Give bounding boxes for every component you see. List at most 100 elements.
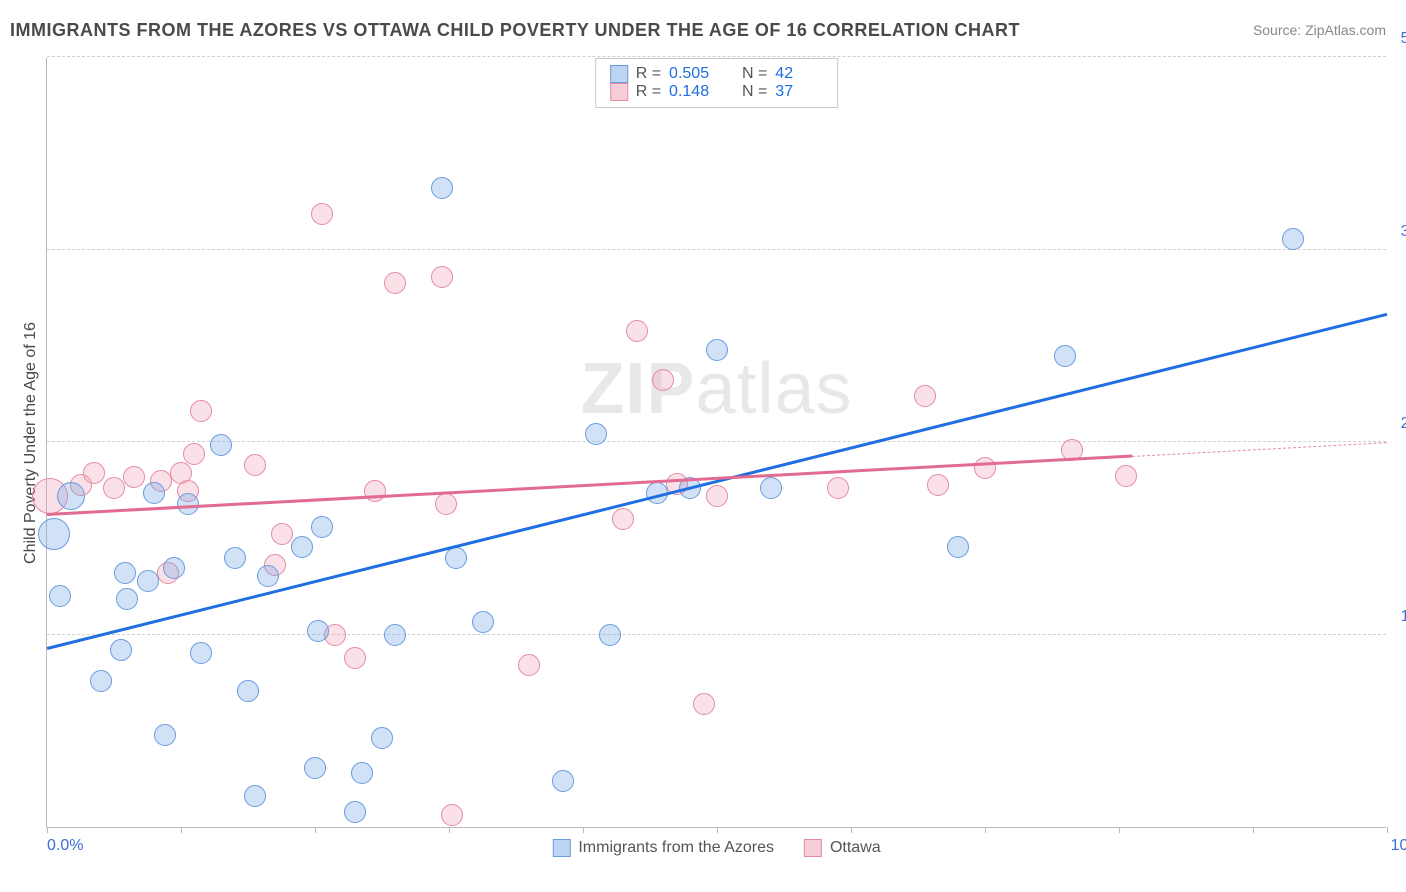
- scatter-point-blue: [244, 785, 266, 807]
- scatter-point-blue: [114, 562, 136, 584]
- x-tick-mark: [315, 827, 316, 833]
- scatter-point-blue: [1282, 228, 1304, 250]
- scatter-point-pink: [384, 272, 406, 294]
- r-label: R =: [636, 65, 661, 83]
- x-tick-mark: [1119, 827, 1120, 833]
- x-tick-mark: [1387, 827, 1388, 833]
- scatter-point-pink: [914, 385, 936, 407]
- scatter-point-blue: [190, 642, 212, 664]
- scatter-point-blue: [307, 620, 329, 642]
- x-tick-mark: [47, 827, 48, 833]
- x-tick-right: 10.0%: [1391, 837, 1406, 855]
- legend-series: Immigrants from the Azores Ottawa: [552, 839, 880, 857]
- scatter-point-blue: [38, 518, 70, 550]
- scatter-point-pink: [652, 369, 674, 391]
- source-prefix: Source:: [1253, 22, 1305, 38]
- scatter-point-pink: [83, 462, 105, 484]
- scatter-point-pink: [441, 804, 463, 826]
- scatter-point-pink: [271, 523, 293, 545]
- scatter-point-pink: [693, 693, 715, 715]
- scatter-point-blue: [163, 557, 185, 579]
- scatter-point-blue: [291, 536, 313, 558]
- scatter-point-pink: [311, 203, 333, 225]
- x-tick-mark: [985, 827, 986, 833]
- scatter-point-pink: [626, 320, 648, 342]
- scatter-point-blue: [371, 727, 393, 749]
- x-tick-mark: [1253, 827, 1254, 833]
- r-label: R =: [636, 83, 661, 101]
- scatter-point-pink: [518, 654, 540, 676]
- scatter-point-pink: [103, 477, 125, 499]
- scatter-point-blue: [431, 177, 453, 199]
- scatter-point-blue: [599, 624, 621, 646]
- scatter-point-blue: [947, 536, 969, 558]
- scatter-point-pink: [183, 443, 205, 465]
- chart-container: IMMIGRANTS FROM THE AZORES VS OTTAWA CHI…: [0, 0, 1406, 892]
- y-tick-label: 37.5%: [1401, 223, 1406, 241]
- legend-row-blue: R = 0.505 N = 42: [610, 65, 824, 83]
- scatter-point-blue: [177, 493, 199, 515]
- scatter-point-blue: [585, 423, 607, 445]
- scatter-point-blue: [49, 585, 71, 607]
- gridline: [47, 56, 1386, 57]
- plot-area: Child Poverty Under the Age of 16 ZIPatl…: [46, 58, 1386, 828]
- scatter-point-pink: [431, 266, 453, 288]
- watermark-bold: ZIP: [580, 349, 695, 429]
- scatter-point-pink: [706, 485, 728, 507]
- r-value-pink: 0.148: [669, 83, 717, 101]
- swatch-pink-icon: [804, 839, 822, 857]
- scatter-point-blue: [706, 339, 728, 361]
- y-axis-label: Child Poverty Under the Age of 16: [22, 322, 40, 564]
- scatter-point-pink: [123, 466, 145, 488]
- n-value-pink: 37: [775, 83, 823, 101]
- scatter-point-blue: [344, 801, 366, 823]
- scatter-point-blue: [257, 565, 279, 587]
- legend-correlation-box: R = 0.505 N = 42 R = 0.148 N = 37: [595, 58, 839, 108]
- scatter-point-blue: [472, 611, 494, 633]
- scatter-point-pink: [974, 457, 996, 479]
- y-tick-label: 25.0%: [1401, 415, 1406, 433]
- scatter-point-pink: [244, 454, 266, 476]
- scatter-point-blue: [237, 680, 259, 702]
- x-tick-mark: [181, 827, 182, 833]
- scatter-point-pink: [612, 508, 634, 530]
- x-tick-mark: [583, 827, 584, 833]
- swatch-blue-icon: [552, 839, 570, 857]
- scatter-point-blue: [154, 724, 176, 746]
- scatter-point-blue: [137, 570, 159, 592]
- scatter-point-blue: [57, 482, 85, 510]
- scatter-point-pink: [927, 474, 949, 496]
- scatter-point-blue: [445, 547, 467, 569]
- legend-item-blue: Immigrants from the Azores: [552, 839, 774, 857]
- scatter-point-blue: [224, 547, 246, 569]
- gridline: [47, 441, 1386, 442]
- x-tick-left: 0.0%: [47, 837, 83, 855]
- scatter-point-blue: [304, 757, 326, 779]
- legend-label-blue: Immigrants from the Azores: [578, 839, 774, 857]
- y-tick-label: 50.0%: [1401, 30, 1406, 48]
- swatch-blue-icon: [610, 65, 628, 83]
- x-tick-mark: [449, 827, 450, 833]
- scatter-point-pink: [364, 480, 386, 502]
- chart-title: IMMIGRANTS FROM THE AZORES VS OTTAWA CHI…: [10, 20, 1020, 41]
- x-tick-mark: [851, 827, 852, 833]
- source-citation: Source: ZipAtlas.com: [1253, 22, 1386, 38]
- y-tick-label: 12.5%: [1401, 608, 1406, 626]
- scatter-point-blue: [90, 670, 112, 692]
- scatter-point-pink: [827, 477, 849, 499]
- legend-item-pink: Ottawa: [804, 839, 881, 857]
- scatter-point-blue: [110, 639, 132, 661]
- scatter-point-blue: [1054, 345, 1076, 367]
- scatter-point-blue: [143, 482, 165, 504]
- swatch-pink-icon: [610, 83, 628, 101]
- legend-label-pink: Ottawa: [830, 839, 881, 857]
- trend-line-pink: [47, 455, 1133, 516]
- scatter-point-blue: [384, 624, 406, 646]
- legend-row-pink: R = 0.148 N = 37: [610, 83, 824, 101]
- scatter-point-blue: [116, 588, 138, 610]
- trend-line-pink: [1132, 443, 1387, 458]
- scatter-point-blue: [760, 477, 782, 499]
- n-label: N =: [742, 65, 767, 83]
- scatter-point-blue: [210, 434, 232, 456]
- trend-line-blue: [47, 313, 1388, 650]
